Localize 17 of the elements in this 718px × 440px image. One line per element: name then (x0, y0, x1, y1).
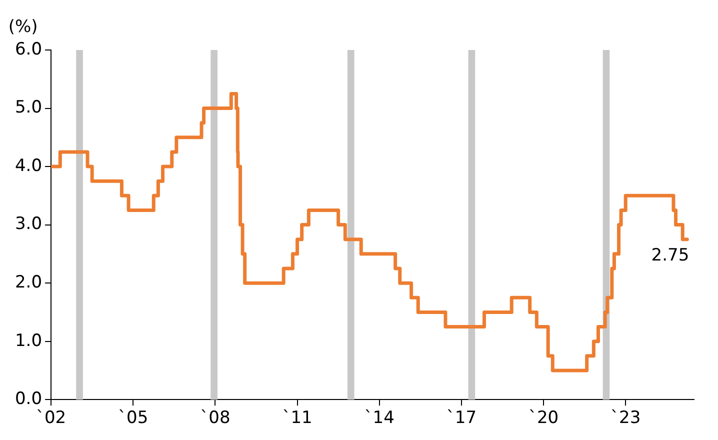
x-tick-label: `23 (610, 408, 641, 428)
y-tick-label: 0.0 (14, 389, 42, 410)
x-tick-label: `02 (36, 408, 66, 428)
y-tick-label: 5.0 (14, 98, 42, 118)
x-tick-label: `14 (364, 408, 394, 428)
y-tick-label: 3.0 (14, 214, 42, 234)
x-tick-label: `11 (282, 408, 312, 428)
y-tick-label: 1.0 (14, 330, 42, 351)
y-axis-title: (%) (8, 16, 38, 37)
y-tick-label: 2.0 (14, 272, 42, 292)
x-tick-label: `05 (118, 408, 148, 428)
x-tick-label: `08 (200, 408, 230, 428)
x-tick-label: `20 (528, 408, 559, 428)
y-tick-label: 4.0 (14, 156, 42, 176)
x-tick-label: `17 (446, 408, 477, 428)
annotation: 2.75 (651, 245, 690, 266)
y-tick-label: 6.0 (14, 39, 42, 60)
